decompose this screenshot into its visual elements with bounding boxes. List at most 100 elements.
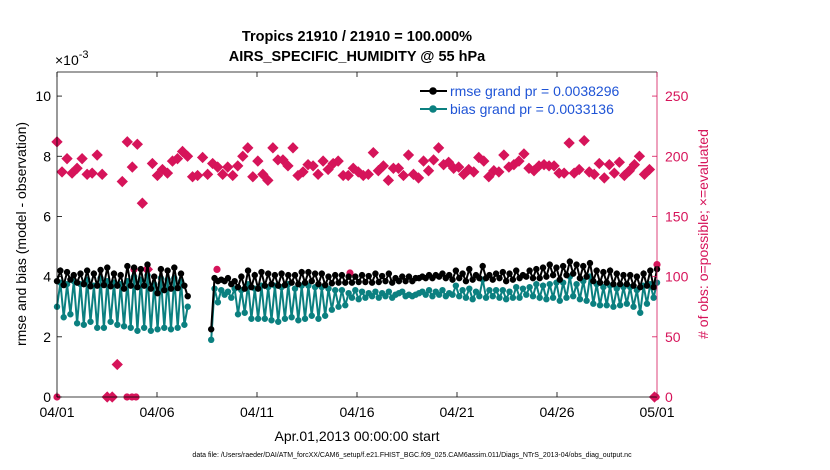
bias-point — [161, 324, 168, 331]
rmse-point — [449, 276, 456, 283]
x-tick-label: 05/01 — [639, 404, 674, 420]
bias-point — [358, 288, 366, 295]
rmse-point — [151, 273, 158, 280]
bias-point — [429, 292, 436, 300]
rmse-point — [620, 271, 627, 279]
bias-point — [563, 294, 570, 301]
bias-point — [248, 315, 255, 322]
rmse-point — [325, 273, 332, 280]
obs-evaluated-marker — [362, 168, 374, 180]
rmse-point — [650, 283, 657, 291]
rmse-point — [603, 279, 610, 286]
rmse-point — [523, 273, 530, 280]
rmse-point — [583, 273, 590, 280]
y-exponent-base: ×10 — [55, 52, 79, 68]
rmse-point — [281, 281, 289, 289]
plot-area — [57, 72, 657, 397]
rmse-point — [573, 261, 580, 268]
rmse-point — [301, 279, 309, 286]
y-tick-label-right: 100 — [665, 269, 689, 285]
rmse-point — [130, 264, 138, 271]
bias-point — [335, 303, 342, 310]
obs-evaluated-marker — [222, 161, 234, 173]
rmse-point — [600, 268, 607, 276]
obs-evaluated-marker — [196, 151, 209, 164]
bias-point — [596, 302, 604, 309]
bias-point — [513, 283, 520, 291]
rmse-line — [56, 264, 189, 297]
bias-point — [241, 309, 248, 316]
bias-point — [603, 302, 610, 309]
bias-point — [348, 294, 356, 301]
bias-point — [114, 321, 121, 328]
rmse-point — [288, 279, 295, 286]
rmse-point — [378, 272, 386, 280]
obs-evaluated-marker — [427, 154, 440, 166]
obs-possible-marker — [213, 265, 221, 274]
rmse-point — [271, 271, 279, 279]
bias-point — [140, 324, 148, 331]
rmse-point — [174, 284, 181, 292]
obs-evaluated-marker — [191, 169, 204, 182]
x-tick-label: 04/21 — [439, 404, 474, 420]
rmse-point — [492, 270, 500, 277]
obs-evaluated-marker — [382, 174, 395, 186]
rmse-point — [348, 279, 356, 286]
rmse-point — [469, 276, 476, 283]
rmse-point — [157, 265, 165, 273]
obs-evaluated-marker — [432, 142, 445, 154]
y-tick-label-right: 0 — [665, 389, 673, 405]
bias-point — [127, 324, 134, 331]
obs-evaluated-marker — [146, 157, 159, 170]
bias-point — [207, 336, 215, 344]
rmse-point — [489, 276, 496, 283]
rmse-point — [231, 277, 238, 285]
bias-point — [154, 326, 161, 333]
rmse-point — [533, 265, 540, 273]
y-tick-label-left: 2 — [43, 329, 51, 345]
bias-point — [345, 289, 352, 297]
rmse-point — [513, 267, 520, 274]
obs-evaluated-marker — [628, 159, 641, 171]
bias-point — [435, 291, 443, 298]
rmse-point — [63, 268, 71, 276]
rmse-point — [626, 271, 634, 279]
rmse-point — [97, 266, 104, 274]
bias-point — [80, 321, 88, 328]
rmse-point — [456, 274, 463, 282]
bias-point — [489, 292, 496, 300]
rmse-point — [509, 276, 517, 283]
rmse-point — [536, 274, 543, 282]
rmse-point — [161, 286, 168, 294]
x-axis-label: Apr.01,2013 00:00:00 start — [274, 428, 439, 444]
rmse-point — [83, 267, 91, 274]
rmse-point — [77, 270, 84, 277]
bias-point — [422, 291, 429, 298]
bias-point — [184, 303, 191, 310]
rmse-point — [372, 270, 379, 277]
bias-point — [469, 295, 476, 303]
rmse-point — [586, 259, 594, 267]
rmse-point — [94, 282, 101, 289]
bias-point — [338, 286, 346, 294]
obs-evaluated-marker — [161, 167, 174, 179]
bias-point — [486, 286, 493, 294]
rmse-point — [399, 273, 406, 280]
x-tick-label: 04/06 — [139, 404, 174, 420]
legend: rmse grand pr = 0.0038296 bias grand pr … — [416, 80, 652, 121]
obs-evaluated-marker — [332, 155, 344, 167]
rmse-point — [553, 264, 560, 271]
rmse-point — [117, 271, 124, 279]
rmse-point — [154, 289, 161, 297]
rmse-point — [107, 283, 114, 290]
rmse-point — [248, 283, 255, 291]
x-tick-label: 04/16 — [339, 404, 374, 420]
rmse-point — [610, 280, 617, 288]
rmse-point — [261, 282, 269, 289]
obs-evaluated-marker — [227, 169, 239, 182]
bias-point — [492, 286, 500, 294]
rmse-point — [87, 283, 94, 290]
obs-evaluated-marker — [643, 163, 656, 176]
y-tick-label-left: 4 — [43, 269, 51, 285]
